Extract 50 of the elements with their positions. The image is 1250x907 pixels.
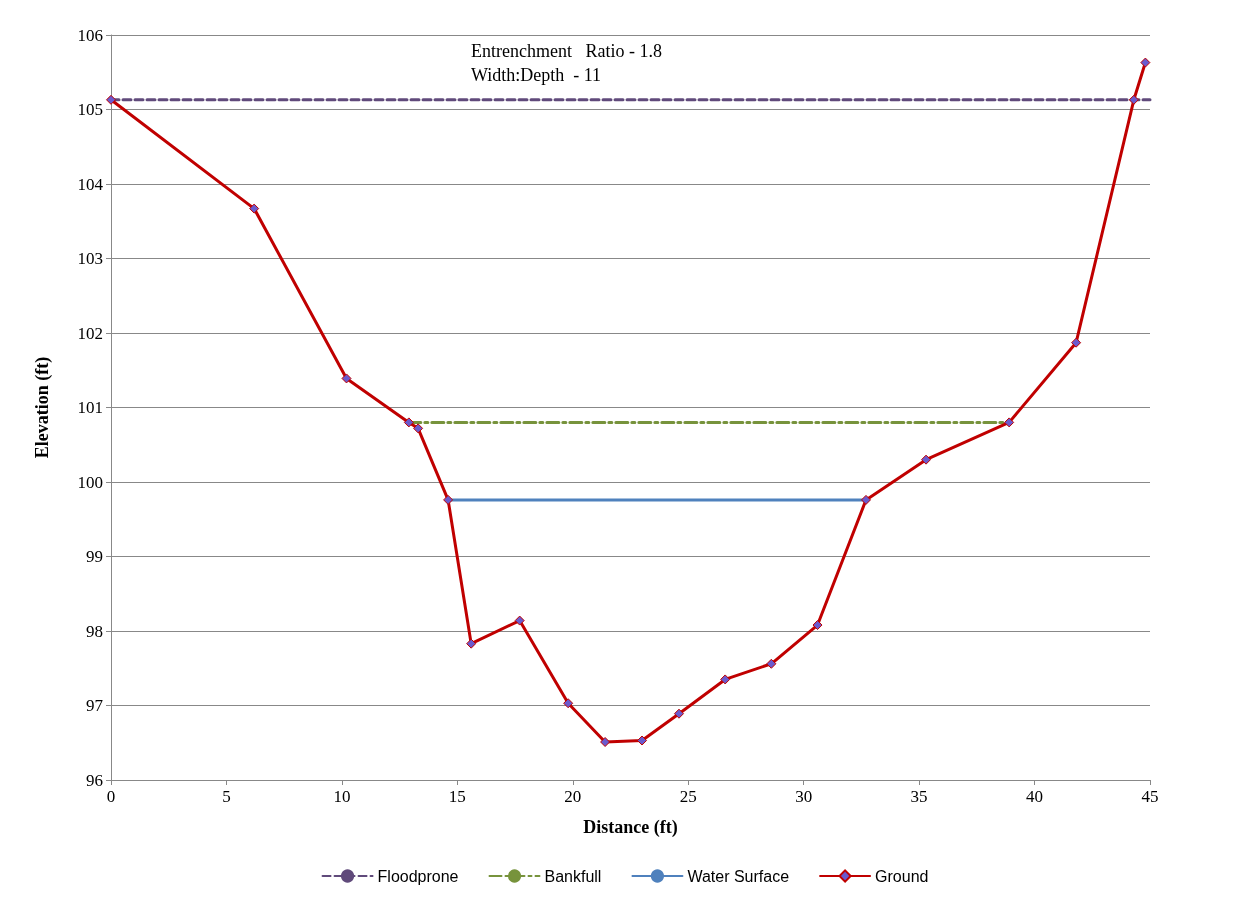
y-tick-label: 103 [77,249,103,268]
point [637,735,648,746]
point [341,373,352,384]
y-tick-label: 106 [77,25,103,45]
point [563,698,574,709]
legend-label: Water Surface [687,867,790,885]
point [249,203,260,214]
point [600,737,611,748]
x-axis-title: Distance (ft) [583,817,678,838]
legend-label: Ground [875,867,929,885]
legend-label: Bankfull [544,867,602,885]
y-tick-label: 104 [77,174,104,194]
x-tick-label: 35 [910,787,928,806]
point [514,615,525,626]
point [861,494,872,505]
point [403,417,414,428]
point [673,708,684,719]
y-axis-title: Elevation (ft) [32,356,53,459]
y-tick-label: 101 [77,398,103,417]
point [921,454,932,465]
point [1128,94,1139,105]
y-tick-label: 98 [86,621,103,641]
point [1004,417,1015,428]
point [106,94,116,105]
point [720,674,731,685]
x-tick-label: 0 [106,787,116,806]
point [1071,337,1082,348]
x-tick-label: 20 [564,787,582,806]
point [812,620,823,631]
point [443,494,454,505]
x-tick-label: 5 [222,787,231,806]
annotation: Entrenchment Ratio - 1.8 [471,41,662,61]
legend-label: Floodprone [377,867,459,885]
point [466,638,477,649]
x-tick-label: 45 [1141,787,1159,806]
x-tick-label: 25 [679,787,697,806]
point [766,658,777,669]
y-tick-label: 105 [77,100,103,119]
point [413,423,424,434]
x-tick-label: 15 [448,787,466,806]
annotation: Width:Depth - 11 [471,65,602,85]
y-tick-label: 96 [86,770,103,790]
y-tick-label: 97 [86,696,104,715]
x-tick-label: 40 [1026,787,1044,806]
x-tick-label: 10 [333,787,351,806]
y-tick-label: 102 [77,323,103,343]
point [1140,57,1151,68]
x-tick-label: 30 [795,787,813,806]
y-tick-label: 100 [77,472,103,492]
y-tick-label: 99 [86,547,103,566]
